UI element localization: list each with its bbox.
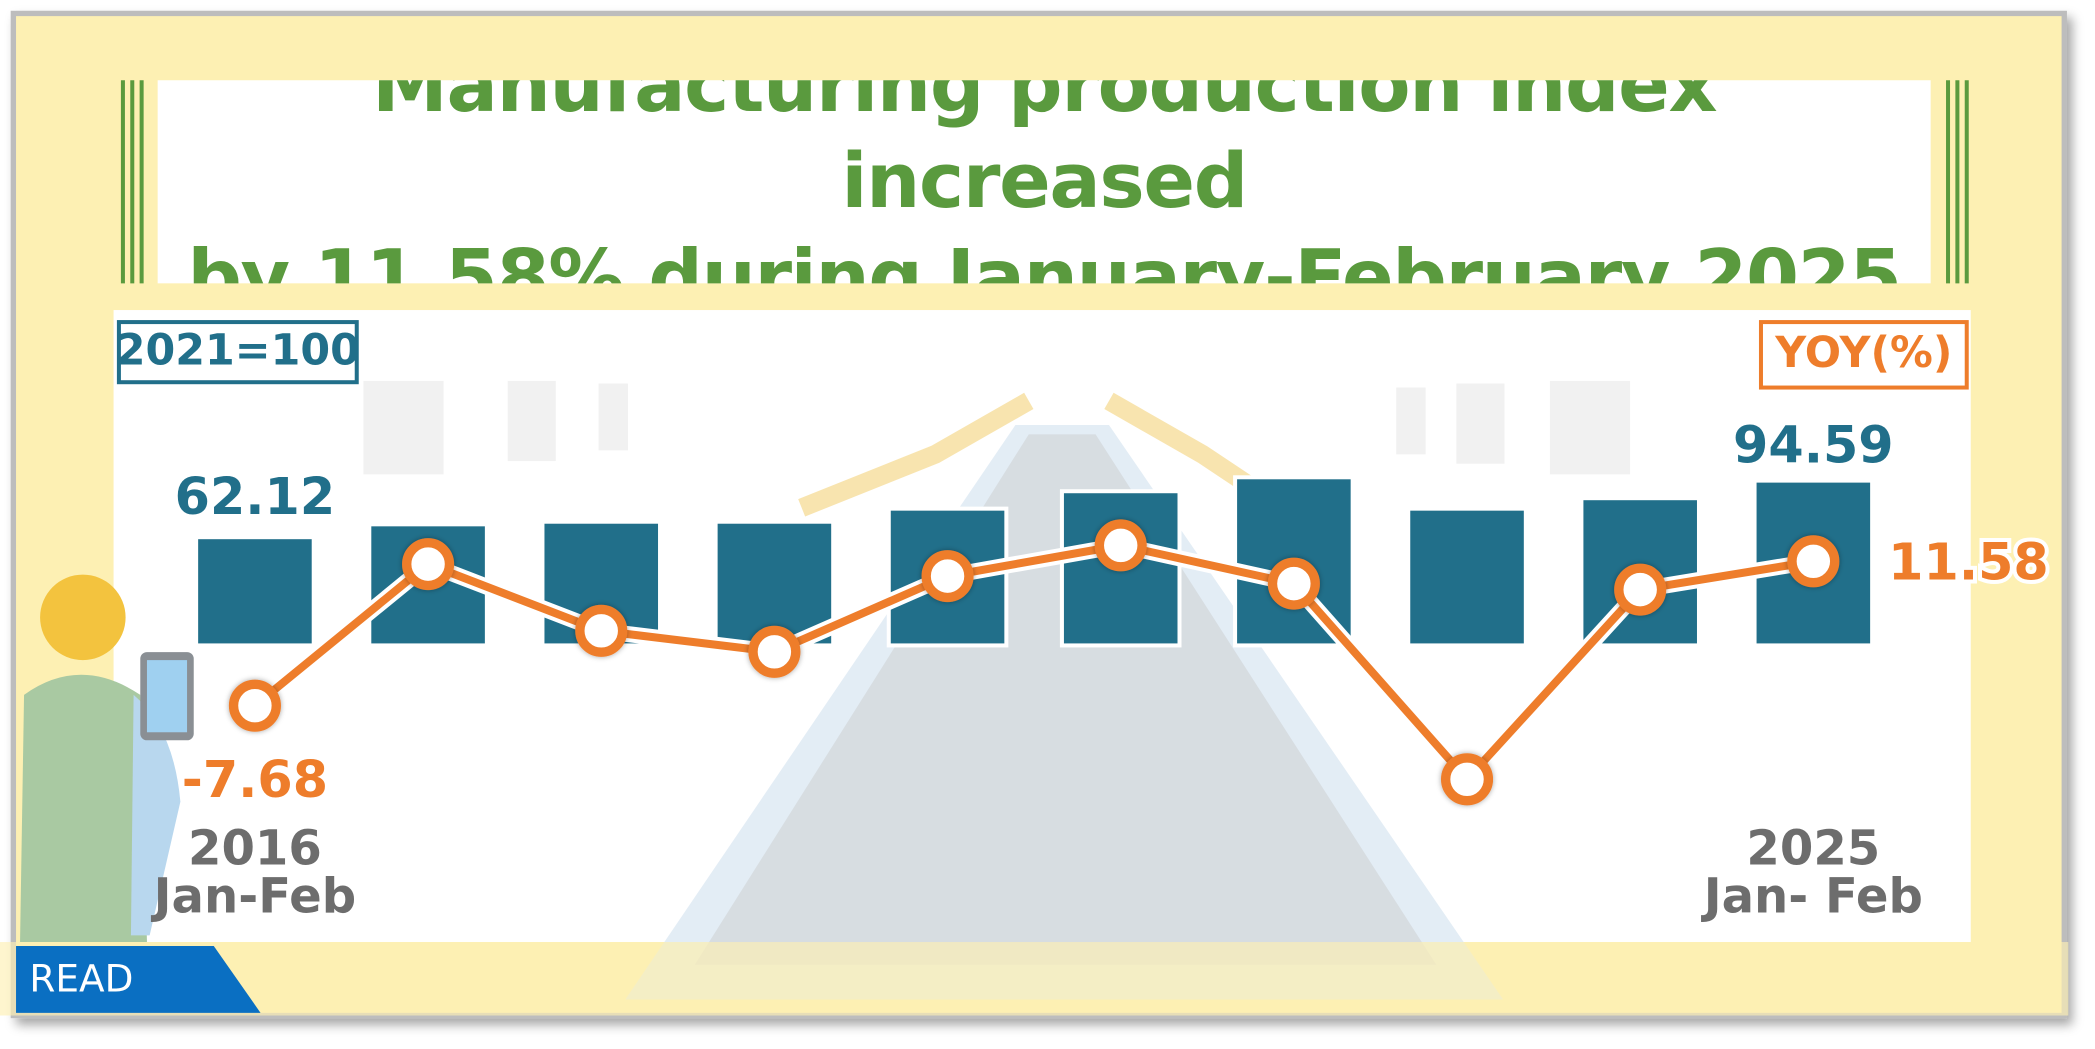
bar	[713, 519, 836, 648]
chart-title: Manufacturing production index increased…	[187, 80, 1902, 284]
x-tick-label: 2025 Jan- Feb	[1703, 825, 1923, 925]
title-box: Manufacturing production index increased…	[187, 80, 1902, 284]
title-rules	[120, 80, 1969, 284]
background-decor	[0, 380, 2069, 1016]
line-point	[748, 625, 801, 678]
line-point	[1787, 535, 1840, 588]
line-point	[1094, 519, 1147, 572]
line-point	[921, 550, 974, 603]
y2-axis-label: YOY(%)	[1774, 328, 1952, 378]
x-tick-label: 2016 Jan-Feb	[153, 825, 357, 925]
line-value-label: -7.68	[182, 750, 328, 809]
y-axis-label: 2021=100	[116, 325, 360, 375]
line-point	[402, 538, 455, 591]
line	[252, 541, 1814, 784]
line-point	[228, 679, 281, 732]
bar	[1406, 506, 1528, 648]
x-tick-box: 2025 Jan- Feb	[1703, 825, 1923, 925]
bar-value-label: 62.12	[175, 467, 336, 526]
bar	[540, 519, 663, 648]
y2label-box	[1758, 320, 1969, 390]
badge-label[interactable]: READ	[29, 956, 133, 1000]
line-point	[1614, 563, 1667, 616]
bar	[1059, 489, 1182, 648]
line-point	[1440, 753, 1494, 806]
title-panel	[157, 80, 1931, 284]
badge[interactable]	[16, 946, 261, 1013]
bar-value-label: 94.59	[1733, 416, 1894, 475]
line-point	[575, 604, 628, 657]
plot: 62.12 94.59 -7.68 11.58 2016 Jan-Feb 2025 Jan…	[153, 412, 2053, 925]
bar	[194, 535, 316, 648]
line-value-label: 11.58	[1888, 532, 2049, 591]
x-tick-box: 2016 Jan-Feb	[153, 825, 357, 925]
ylabel-box	[116, 320, 359, 385]
line-point	[1267, 557, 1320, 610]
